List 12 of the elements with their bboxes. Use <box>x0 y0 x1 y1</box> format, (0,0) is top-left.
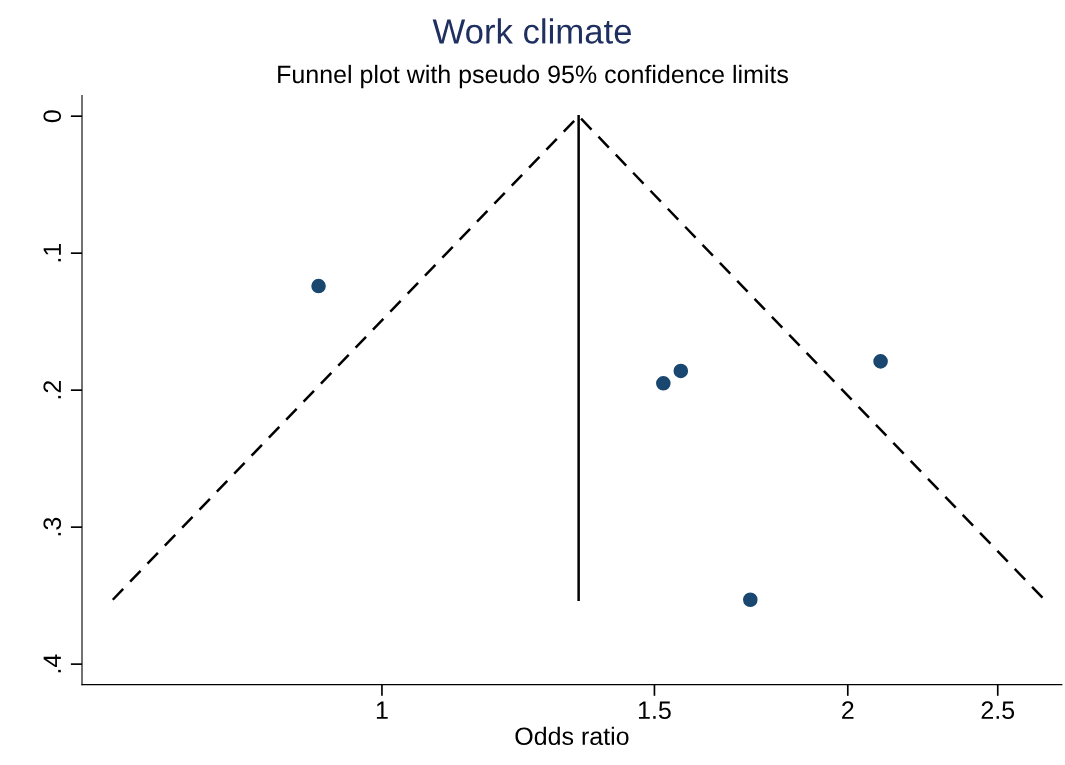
chart-subtitle: Funnel plot with pseudo 95% confidence limits <box>278 64 789 89</box>
x-tick-label: 2.5 <box>981 701 1015 720</box>
y-tick-label: 0 <box>43 110 62 123</box>
y-tick-label: .4 <box>43 654 61 673</box>
x-tick-label: 1.5 <box>638 701 671 720</box>
x-tick-label: 2 <box>842 701 854 719</box>
chart-title: Work climate <box>432 18 631 44</box>
y-tick-label: .3 <box>43 517 62 536</box>
y-tick-label: .2 <box>43 380 61 399</box>
x-tick-label: 1 <box>376 701 388 719</box>
x-axis-title: Odds ratio <box>515 726 629 746</box>
y-tick-label: .1 <box>43 243 61 262</box>
